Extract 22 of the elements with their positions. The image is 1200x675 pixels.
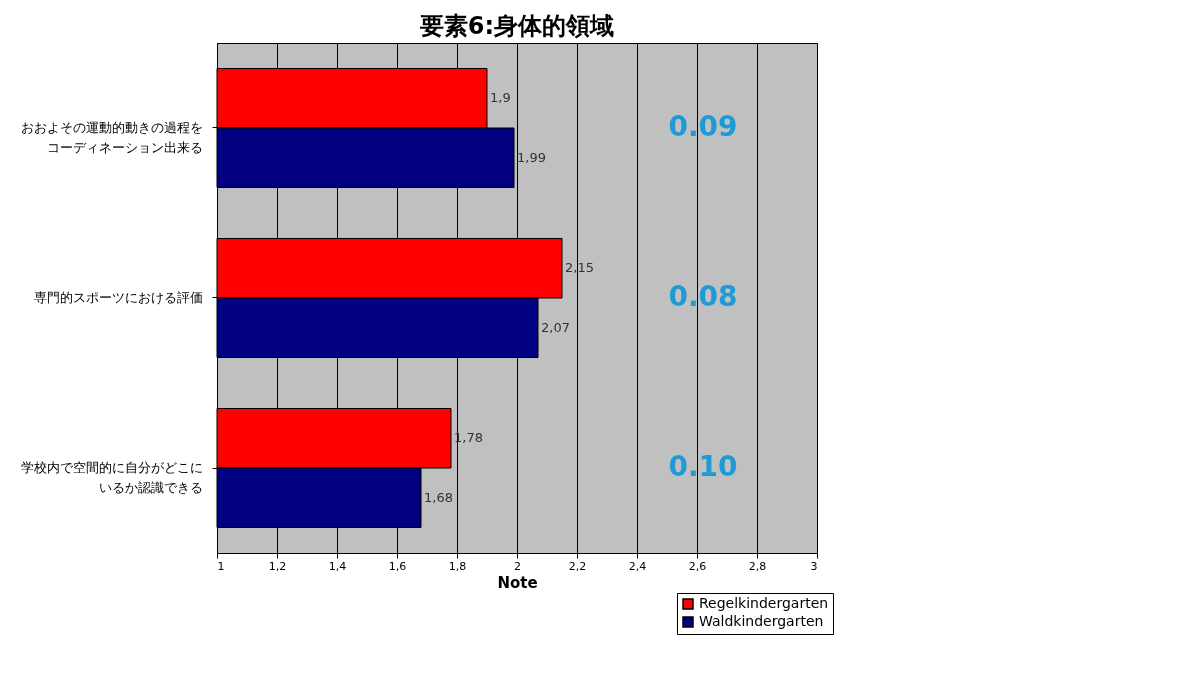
data-label: 2,07 (541, 319, 570, 335)
x-tick-label: 2,6 (688, 559, 707, 573)
data-label: 1,99 (517, 149, 546, 165)
x-tick-label: 2,2 (568, 559, 587, 573)
x-tick-label: 1,4 (328, 559, 347, 573)
x-tick-label: 2,8 (748, 559, 767, 573)
legend-label: Waldkindergarten (699, 613, 824, 629)
data-label: 1,9 (490, 90, 511, 106)
legend-label: Regelkindergarten (699, 595, 829, 611)
x-tick-label: 3 (810, 559, 818, 573)
data-label: 1,68 (424, 489, 453, 505)
y-tick-label: 専門的スポーツにおける評価 (33, 290, 203, 305)
y-tick-label: おおよその運動的動きの過程をコーディネーション出来る (20, 120, 203, 155)
x-axis-title: Note (497, 573, 538, 592)
x-tick-label: 2 (514, 559, 521, 573)
x-tick-label: 1,8 (448, 559, 467, 573)
x-tick-label: 2,4 (628, 559, 647, 573)
x-tick-label: 1 (217, 559, 225, 573)
y-tick-label: 学校内で空間的に自分がどこにいるか認識できる (20, 460, 203, 495)
x-tick-label: 1,6 (388, 559, 407, 573)
chart-title: 要素6:身体的領域 (418, 12, 615, 40)
x-tick-label: 1,2 (268, 559, 287, 573)
